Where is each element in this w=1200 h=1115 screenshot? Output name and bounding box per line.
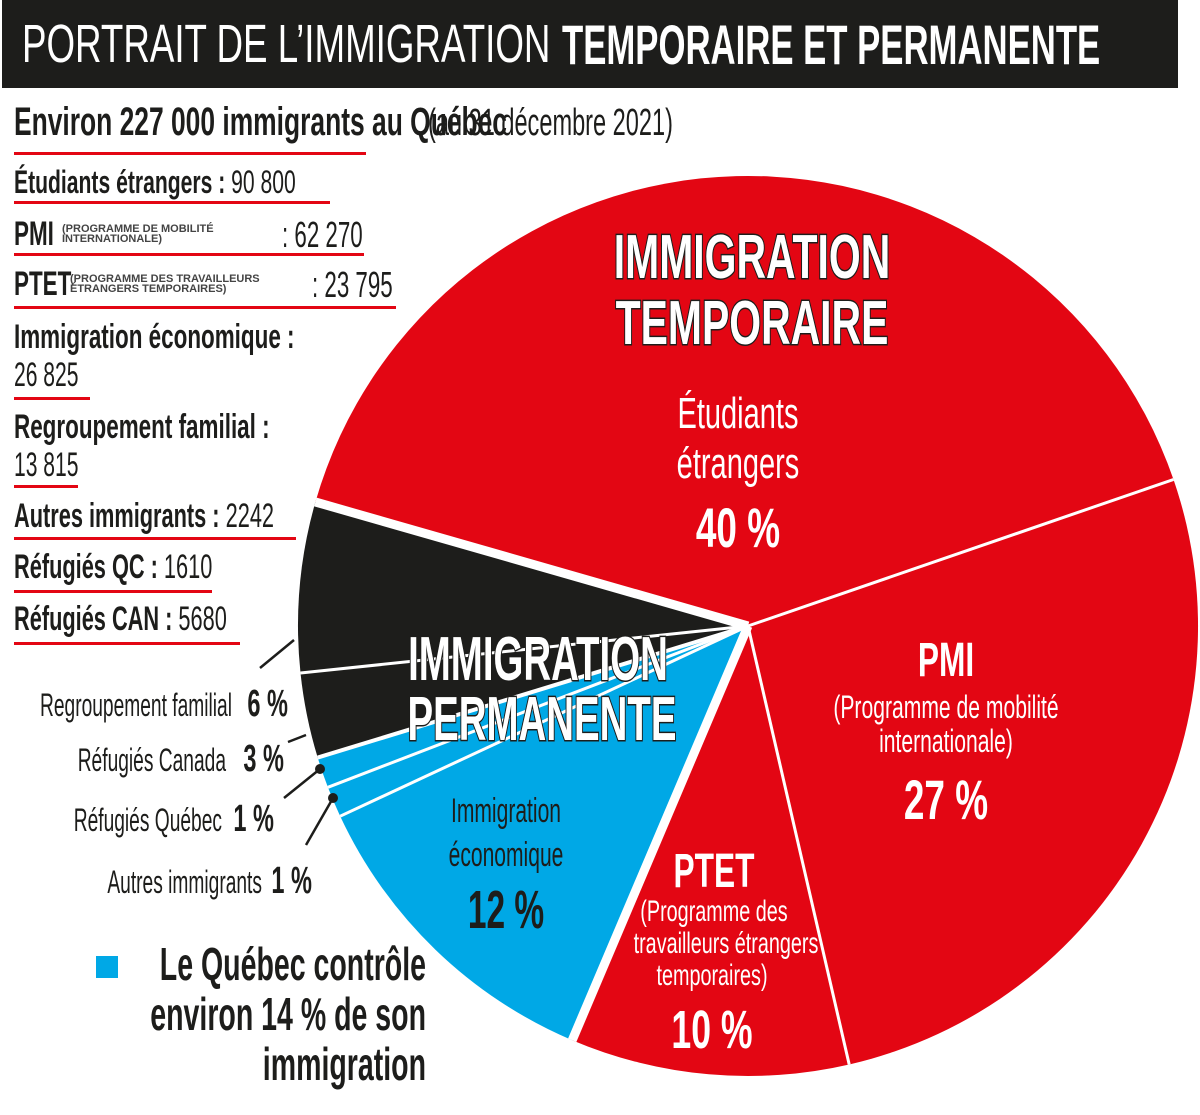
svg-text:(Programme des: (Programme des	[640, 895, 787, 928]
svg-text:12 %: 12 %	[468, 879, 544, 940]
annotation-regroupement: Regroupement familial 6 %	[40, 681, 288, 724]
svg-text:1 %: 1 %	[233, 796, 274, 839]
divider	[14, 642, 240, 645]
stat-ptet: PTET	[14, 265, 72, 303]
slice-immigration-economique	[340, 626, 748, 1041]
subtitle: Environ 227 000 immigrants au Québec (au…	[14, 100, 823, 145]
svg-text:Immigration: Immigration	[451, 791, 561, 829]
svg-text:1 %: 1 %	[271, 858, 312, 901]
legend-swatch	[96, 956, 118, 978]
svg-text:travailleurs étrangers: travailleurs étrangers	[634, 927, 819, 960]
label-immigration-permanente: IMMIGRATION PERMANENTE	[406, 622, 677, 754]
svg-text:TEMPORAIRE: TEMPORAIRE	[616, 289, 889, 359]
stat-ptet-value: : 23 795	[312, 264, 393, 305]
svg-text:3 %: 3 %	[243, 736, 284, 779]
stat-pmi-note: (PROGRAMME DE MOBILITÉ INTERNATIONALE)	[62, 222, 214, 245]
subtitle-date: (au 31 décembre 2021)	[428, 102, 674, 144]
svg-text:étrangers: étrangers	[677, 438, 800, 488]
svg-text:PTET: PTET	[674, 843, 755, 897]
annotation-autres-immigrants: Autres immigrants 1 %	[107, 858, 312, 901]
divider	[14, 201, 330, 204]
divider	[14, 485, 78, 488]
divider	[14, 537, 296, 540]
svg-text:IMMIGRATION: IMMIGRATION	[408, 624, 668, 694]
label-immigration-temporaire: IMMIGRATION TEMPORAIRE	[613, 221, 892, 359]
svg-text:économique: économique	[449, 835, 564, 873]
svg-text:Autres immigrants: Autres immigrants	[107, 864, 262, 900]
stat-pmi-value: : 62 270	[282, 214, 363, 255]
label-ptet: PTET (Programme des travailleurs étrange…	[634, 843, 819, 1059]
divider	[14, 306, 396, 309]
divider	[14, 397, 90, 400]
stat-refugies-qc: Réfugiés QC : 1610	[14, 548, 213, 586]
stat-etudiants: Étudiants étrangers : 90 800	[14, 164, 296, 200]
svg-text:temporaires): temporaires)	[656, 959, 767, 992]
stat-refugies-can: Réfugiés CAN : 5680	[14, 600, 227, 638]
svg-text:Réfugiés Québec: Réfugiés Québec	[74, 802, 222, 838]
divider	[14, 590, 212, 593]
annotation-refugies-quebec: Réfugiés Québec 1 %	[74, 796, 274, 839]
annotations: Regroupement familial 6 % Réfugiés Canad…	[40, 681, 312, 901]
legend-text: Le Québec contrôle environ 14 % de son i…	[150, 939, 426, 1091]
slice-separators	[300, 478, 1174, 1065]
label-pmi: PMI (Programme de mobilité international…	[833, 632, 1058, 832]
divider	[14, 152, 366, 155]
svg-text:immigration: immigration	[263, 1039, 426, 1091]
slice-pmi	[748, 479, 1199, 1065]
title-bold: TEMPORAIRE ET PERMANENTE	[562, 12, 1101, 76]
stat-ptet-note: (PROGRAMME DES TRAVAILLEURS ÉTRANGERS TE…	[70, 272, 260, 295]
stat-economique: Immigration économique : 26 825	[14, 318, 295, 394]
title-banner: PORTRAIT DE L’IMMIGRATION TEMPORAIRE ET …	[2, 0, 1178, 88]
svg-text:PMI: PMI	[918, 632, 974, 686]
slice-etudiants	[315, 175, 1174, 627]
svg-text:40 %: 40 %	[696, 497, 780, 560]
stat-autres: Autres immigrants : 2242	[14, 497, 275, 535]
svg-text:10 %: 10 %	[671, 1000, 752, 1060]
svg-text:Réfugiés Canada: Réfugiés Canada	[78, 742, 227, 778]
leader-dot	[315, 764, 325, 774]
divider	[14, 253, 364, 256]
label-immigration-economique: Immigration économique 12 %	[449, 791, 564, 940]
svg-text:Regroupement familial: Regroupement familial	[40, 687, 232, 723]
svg-text:internationale): internationale)	[879, 722, 1013, 759]
svg-text:PERMANENTE: PERMANENTE	[407, 684, 676, 754]
annotation-refugies-canada: Réfugiés Canada 3 %	[78, 736, 284, 779]
svg-text:Étudiants: Étudiants	[677, 388, 798, 438]
svg-text:environ 14 % de son: environ 14 % de son	[150, 989, 426, 1041]
slice-regroupement-familial	[298, 502, 748, 673]
svg-text:(Programme de mobilité: (Programme de mobilité	[833, 688, 1058, 725]
slice-ptet	[572, 626, 850, 1077]
stat-pmi: PMI	[14, 215, 54, 253]
stat-regroupement: Regroupement familial : 13 815	[14, 408, 270, 484]
svg-text:6 %: 6 %	[247, 681, 288, 724]
leader-lines	[259, 639, 335, 846]
label-etudiants: Étudiants étrangers 40 %	[677, 388, 800, 560]
svg-text:IMMIGRATION: IMMIGRATION	[614, 223, 890, 293]
leader-dot	[328, 793, 338, 803]
svg-text:Le Québec contrôle: Le Québec contrôle	[160, 939, 426, 991]
svg-text:27 %: 27 %	[904, 769, 988, 832]
